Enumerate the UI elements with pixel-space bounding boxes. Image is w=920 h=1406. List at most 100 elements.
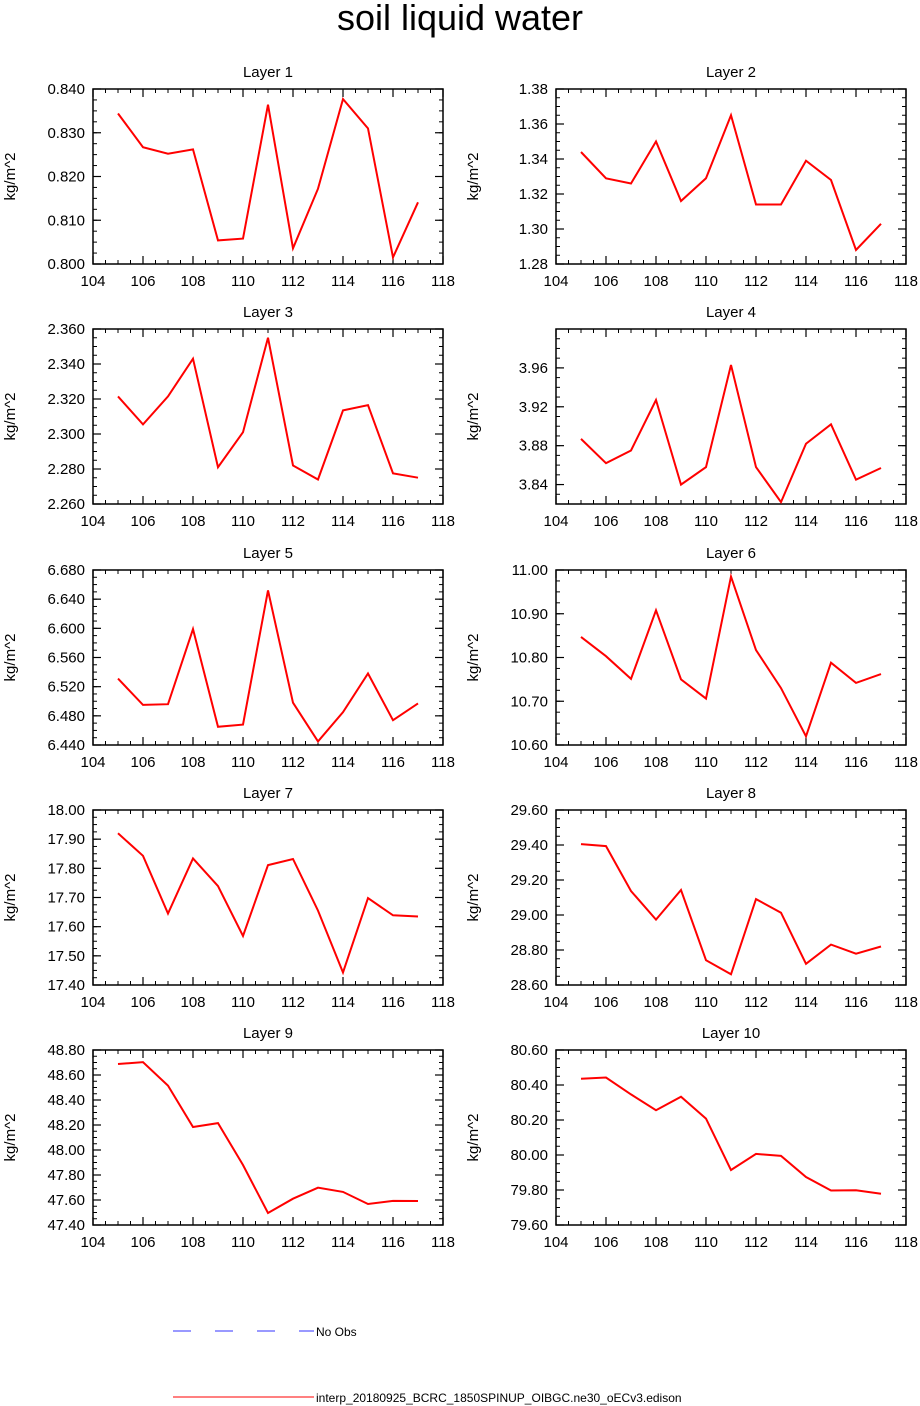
x-tick-label: 110 <box>694 1234 718 1251</box>
y-tick-label: 6.640 <box>47 591 85 608</box>
x-tick-label: 114 <box>794 513 818 530</box>
x-tick-label: 106 <box>130 273 155 290</box>
panel-title: Layer 1 <box>243 64 293 81</box>
series-line <box>117 832 419 976</box>
x-tick-label: 110 <box>231 1234 255 1251</box>
x-tick-label: 118 <box>431 513 455 530</box>
panel-title: Layer 4 <box>706 304 756 321</box>
y-tick-label: 2.340 <box>47 356 85 373</box>
x-tick-label: 108 <box>180 513 205 530</box>
y-tick-label: 2.280 <box>47 461 85 478</box>
y-tick-label: 29.20 <box>510 872 548 889</box>
panels: Layer 1 104 106 108 110 112 114 116 118 0.800 0.81… <box>2 64 918 1251</box>
y-tick-label: 48.60 <box>47 1067 85 1084</box>
y-tick-label: 28.60 <box>510 977 548 994</box>
y-tick-label: 1.28 <box>519 256 548 273</box>
y-tick-label: 29.60 <box>510 802 548 819</box>
y-tick-label: 6.600 <box>47 620 85 637</box>
y-tick-label: 11.00 <box>512 562 548 579</box>
x-tick-label: 118 <box>894 994 918 1011</box>
x-tick-label: 104 <box>543 1234 568 1251</box>
x-tick-label: 106 <box>130 513 155 530</box>
x-tick-label: 118 <box>894 513 918 530</box>
x-tick-label: 108 <box>643 273 668 290</box>
y-tick-label: 0.800 <box>47 256 85 273</box>
panel-layer-6: Layer 6 104 106 108 110 112 114 116 118 10.60 10.7… <box>465 545 918 771</box>
y-tick-label: 2.260 <box>47 496 85 513</box>
x-tick-label: 114 <box>794 754 818 771</box>
y-tick-label: 2.300 <box>47 426 85 443</box>
y-tick-label: 1.36 <box>519 116 548 133</box>
x-tick-label: 108 <box>643 513 668 530</box>
y-axis-label: kg/m^2 <box>465 1114 482 1162</box>
x-tick-label: 110 <box>231 994 255 1011</box>
x-tick-label: 108 <box>180 1234 205 1251</box>
y-tick-label: 17.70 <box>47 890 85 907</box>
x-tick-label: 104 <box>80 273 105 290</box>
y-axis-label: kg/m^2 <box>465 634 482 682</box>
x-tick-label: 116 <box>381 754 405 771</box>
x-tick-label: 118 <box>431 1234 455 1251</box>
y-tick-label: 28.80 <box>510 942 548 959</box>
y-tick-label: 10.90 <box>510 606 548 623</box>
panel-title: Layer 6 <box>706 545 756 562</box>
x-tick-label: 110 <box>694 513 718 530</box>
x-tick-label: 112 <box>281 513 305 530</box>
y-tick-label: 2.320 <box>47 391 85 408</box>
panel-title: Layer 2 <box>706 64 756 81</box>
x-tick-label: 104 <box>543 754 568 771</box>
y-tick-label: 6.440 <box>47 737 85 754</box>
x-tick-label: 104 <box>543 513 568 530</box>
y-tick-label: 17.80 <box>47 860 85 877</box>
plot-frame <box>92 809 444 986</box>
y-tick-label: 1.34 <box>519 151 548 168</box>
x-tick-label: 114 <box>331 994 355 1011</box>
panel-title: Layer 3 <box>243 304 293 321</box>
x-tick-label: 104 <box>543 994 568 1011</box>
y-tick-label: 3.92 <box>519 399 548 416</box>
y-tick-label: 47.40 <box>47 1217 85 1234</box>
panel-title: Layer 5 <box>243 545 293 562</box>
y-tick-label: 1.38 <box>519 81 548 98</box>
plot-frame <box>555 328 907 505</box>
y-tick-label: 0.830 <box>47 125 85 142</box>
x-tick-label: 104 <box>80 513 105 530</box>
y-tick-label: 6.520 <box>47 679 85 696</box>
x-tick-label: 116 <box>844 273 868 290</box>
x-tick-label: 114 <box>794 1234 818 1251</box>
x-tick-label: 116 <box>844 513 868 530</box>
x-tick-label: 112 <box>744 994 768 1011</box>
legend-label-model: interp_20180925_BCRC_1850SPINUP_OIBGC.ne… <box>316 1391 682 1405</box>
plot-frame <box>92 88 444 265</box>
series-line <box>117 97 419 261</box>
y-axis-label: kg/m^2 <box>2 634 19 682</box>
x-tick-label: 112 <box>744 273 768 290</box>
panel-layer-8: Layer 8 104 106 108 110 112 114 116 118 28.60 28.8… <box>465 785 918 1011</box>
x-tick-label: 112 <box>281 1234 305 1251</box>
x-tick-label: 114 <box>331 754 355 771</box>
y-tick-label: 79.80 <box>510 1182 548 1199</box>
x-tick-label: 110 <box>231 754 255 771</box>
series-line <box>580 112 882 252</box>
x-tick-label: 112 <box>281 994 305 1011</box>
y-tick-label: 10.70 <box>510 693 548 710</box>
x-tick-label: 108 <box>643 754 668 771</box>
x-tick-label: 114 <box>331 1234 355 1251</box>
y-tick-label: 47.80 <box>47 1167 85 1184</box>
x-tick-label: 114 <box>794 273 818 290</box>
y-tick-label: 17.90 <box>47 831 85 848</box>
x-tick-label: 106 <box>593 513 618 530</box>
x-tick-label: 112 <box>744 1234 768 1251</box>
x-tick-label: 106 <box>130 1234 155 1251</box>
x-tick-label: 106 <box>593 1234 618 1251</box>
y-tick-label: 48.00 <box>47 1142 85 1159</box>
x-tick-label: 106 <box>130 994 155 1011</box>
y-tick-label: 10.60 <box>510 737 548 754</box>
x-tick-label: 108 <box>180 994 205 1011</box>
panel-title: Layer 10 <box>702 1025 760 1042</box>
panel-layer-10: Layer 10 104 106 108 110 112 114 116 118 79.60 79.… <box>465 1025 918 1251</box>
x-tick-label: 118 <box>431 273 455 290</box>
x-tick-label: 118 <box>894 754 918 771</box>
x-tick-label: 106 <box>593 994 618 1011</box>
